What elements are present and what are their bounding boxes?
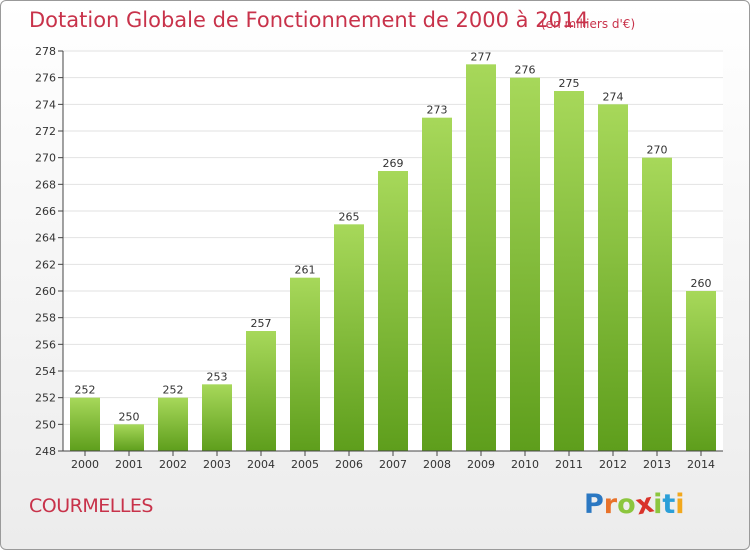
bar (422, 117, 452, 452)
bar (70, 397, 100, 451)
y-tick-label: 256 (35, 338, 56, 351)
y-tick-label: 248 (35, 445, 56, 458)
y-tick-label: 272 (35, 125, 56, 138)
y-tick-label: 262 (35, 258, 56, 271)
bar-value-label: 270 (647, 144, 668, 157)
bar-value-label: 261 (295, 264, 316, 277)
logo-letter: t (662, 489, 676, 520)
x-tick-label: 2002 (159, 458, 187, 471)
logo-letter: i (675, 489, 685, 520)
bar (642, 157, 672, 451)
bar-value-label: 252 (163, 384, 184, 397)
bar-value-label: 273 (427, 104, 448, 117)
y-tick-label: 260 (35, 285, 56, 298)
x-tick-label: 2004 (247, 458, 275, 471)
bar-value-label: 274 (603, 90, 624, 103)
y-tick-label: 264 (35, 232, 56, 245)
y-tick-label: 254 (35, 365, 56, 378)
chart-title: Dotation Globale de Fonctionnement de 20… (29, 8, 589, 32)
bar-value-label: 257 (251, 317, 272, 330)
x-tick-label: 2009 (467, 458, 495, 471)
logo-letter: P (584, 489, 604, 520)
logo-letter: i (653, 489, 663, 520)
x-tick-label: 2005 (291, 458, 319, 471)
y-tick-label: 268 (35, 178, 56, 191)
bar-value-label: 269 (383, 157, 404, 170)
bar (290, 277, 320, 451)
x-tick-label: 2008 (423, 458, 451, 471)
x-tick-label: 2014 (687, 458, 715, 471)
x-tick-label: 2006 (335, 458, 363, 471)
y-tick-label: 266 (35, 205, 56, 218)
commune-name: COURMELLES (29, 495, 153, 517)
bar-value-label: 276 (515, 64, 536, 77)
bar (510, 77, 540, 452)
bar (686, 291, 716, 451)
y-tick-label: 258 (35, 312, 56, 325)
x-tick-label: 2003 (203, 458, 231, 471)
x-tick-label: 2013 (643, 458, 671, 471)
logo-letter: o (617, 489, 636, 520)
y-tick-label: 270 (35, 152, 56, 165)
y-tick-label: 252 (35, 392, 56, 405)
logo-letter: r (603, 489, 618, 520)
y-tick-label: 276 (35, 72, 56, 85)
bar-value-label: 275 (559, 77, 580, 90)
bar (334, 224, 364, 451)
x-tick-label: 2011 (555, 458, 583, 471)
chart-subtitle: (en milliers d'€) (541, 17, 636, 31)
x-tick-label: 2007 (379, 458, 407, 471)
bar-value-label: 265 (339, 210, 360, 223)
bar-value-label: 277 (471, 50, 492, 63)
bar (554, 91, 584, 451)
y-tick-label: 278 (35, 45, 56, 58)
proxiti-logo: Proxiti (584, 488, 685, 522)
bar-value-label: 253 (207, 370, 228, 383)
bar (114, 424, 144, 451)
x-tick-label: 2000 (71, 458, 99, 471)
bar (246, 331, 276, 451)
bar (202, 384, 232, 451)
bar-value-label: 252 (75, 384, 96, 397)
bar (598, 104, 628, 451)
bar-value-label: 250 (119, 410, 140, 423)
bar (158, 397, 188, 451)
x-tick-label: 2001 (115, 458, 143, 471)
bar (466, 64, 496, 452)
y-tick-label: 274 (35, 98, 56, 111)
y-tick-label: 250 (35, 418, 56, 431)
bar-value-label: 260 (691, 277, 712, 290)
bar (378, 171, 408, 451)
x-tick-label: 2012 (599, 458, 627, 471)
x-tick-label: 2010 (511, 458, 539, 471)
